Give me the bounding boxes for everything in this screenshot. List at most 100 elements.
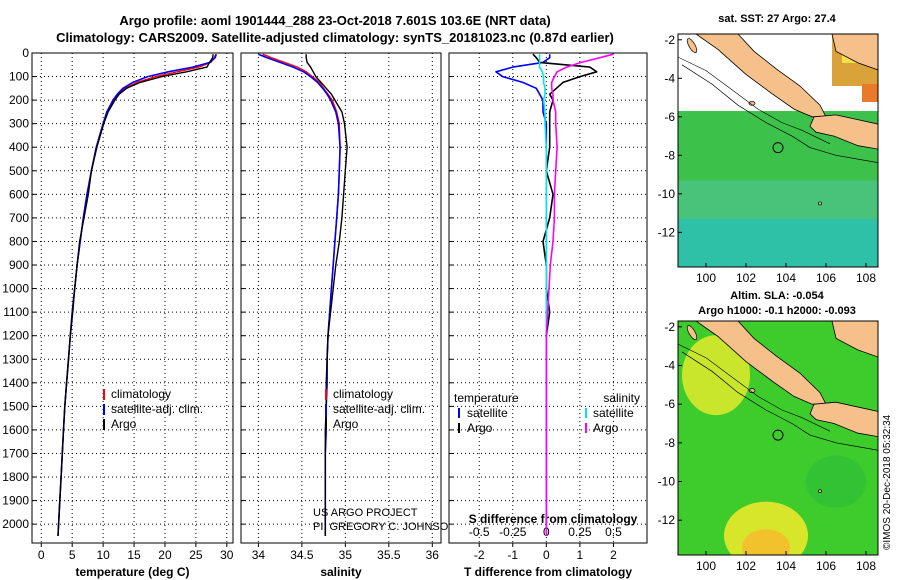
legend-label: satellite-adj. clim. — [111, 402, 203, 416]
legend-label: Argo — [111, 417, 137, 431]
x2-tick-label: 0.25 — [568, 525, 592, 539]
legend-label: Argo — [467, 421, 493, 435]
legend-label: Argo — [593, 421, 619, 435]
island — [748, 388, 756, 393]
sst-map-title: sat. SST: 27 Argo: 27.4 — [718, 13, 836, 25]
bangka-land — [831, 321, 878, 358]
legend-label: Argo — [333, 417, 359, 431]
bathymetry-contour — [681, 64, 878, 164]
legend-label: climatology — [333, 387, 393, 401]
map-y-tick-label: -8 — [664, 148, 675, 162]
bangka-land — [831, 34, 878, 71]
map-x-tick-label: 100 — [696, 271, 716, 285]
map-content — [678, 34, 878, 267]
map-x-tick-label: 102 — [736, 559, 756, 573]
sla-map: 100 102 104 106 108 -2 -4 -6 -8 -10 -12 — [658, 320, 879, 573]
x-tick-label: 34 — [252, 548, 266, 562]
y-tick-label: 900 — [9, 258, 29, 272]
island — [818, 489, 822, 494]
y-tick-label: 1300 — [2, 352, 29, 366]
sst-warm-patch — [862, 84, 878, 102]
x-tick-label: 20 — [158, 548, 172, 562]
y-tick-label: 1900 — [2, 494, 29, 508]
x-tick-label: 10 — [96, 548, 110, 562]
legend-label: satellite-adj. clim. — [333, 402, 425, 416]
x-tick-label: 35 — [339, 548, 353, 562]
y-tick-label: 2000 — [2, 517, 29, 531]
map-x-tick-label: 106 — [816, 271, 836, 285]
bathymetry-contour — [678, 343, 831, 432]
map-y-tick-label: -10 — [658, 475, 676, 489]
x-tick-label: 5 — [69, 548, 76, 562]
island — [748, 100, 756, 106]
map-y-tick-label: -12 — [658, 513, 676, 527]
legend-title-salinity: salinity — [603, 391, 640, 405]
series-line-argo — [305, 54, 348, 536]
profile-panel-2: 34 34.5 35 35.5 36 salinity climatologysatelli… — [240, 52, 442, 579]
y-tick-label: 0 — [22, 46, 29, 60]
sla-map-title: Altim. SLA: -0.054 — [730, 290, 824, 302]
map-y-tick-label: -2 — [664, 33, 675, 47]
bathymetry-contour — [678, 56, 831, 145]
map-y-tick-label: -12 — [658, 225, 676, 239]
x-tick-label: 30 — [220, 548, 234, 562]
y-tick-label: 500 — [9, 164, 29, 178]
map-y-tick-label: -4 — [664, 71, 675, 85]
y-tick-label: 1400 — [2, 376, 29, 390]
y-tick-label: 700 — [9, 211, 29, 225]
legend-label: climatology — [111, 387, 171, 401]
y-tick-label: 1200 — [2, 329, 29, 343]
x-tick-label: 0 — [38, 548, 45, 562]
java-land — [809, 114, 878, 150]
map-frame — [677, 320, 879, 556]
sst-map: 100 102 104 106 108 -2 -4 -6 -8 -10 -12 — [658, 33, 879, 285]
y-tick-label: 200 — [9, 93, 29, 107]
legend-label: satellite — [593, 406, 634, 420]
sla-map-subtitle: Argo h1000: -0.1 h2000: -0.093 — [698, 305, 856, 317]
x-tick-label: 0 — [543, 548, 550, 562]
map-content — [678, 321, 878, 555]
bathymetry-contour — [681, 351, 878, 451]
y-tick-label: 1800 — [2, 470, 29, 484]
panel-frame — [240, 52, 442, 544]
x-axis-label: temperature (deg C) — [75, 565, 189, 579]
x2-axis-label: S difference from climatology — [469, 512, 638, 526]
x2-tick-label: 0.5 — [605, 525, 622, 539]
x-tick-label: 36 — [426, 548, 440, 562]
watermark-pi: PI: GREGORY C. JOHNSON — [313, 521, 456, 533]
x2-tick-label: -0.5 — [469, 525, 490, 539]
profile-panel-1: 0 5 10 15 20 25 300100200300400500600700800900… — [2, 46, 234, 579]
map-x-tick-label: 104 — [776, 271, 796, 285]
island — [686, 38, 698, 53]
map-frame — [677, 33, 879, 268]
java-land — [809, 401, 878, 438]
legend-title-temperature: temperature — [454, 391, 519, 405]
series-line-salinity-argo — [545, 53, 614, 536]
map-y-tick-label: -6 — [664, 110, 675, 124]
x-axis-label: T difference from climatology — [464, 565, 632, 579]
series-line-argo — [57, 54, 214, 536]
x-tick-label: 15 — [127, 548, 141, 562]
x-tick-label: 25 — [189, 548, 203, 562]
x-tick-label: 35.5 — [377, 548, 401, 562]
island — [686, 325, 698, 341]
x-tick-label: 1 — [577, 548, 584, 562]
x-tick-label: 34.5 — [290, 548, 314, 562]
map-y-tick-label: -6 — [664, 397, 675, 411]
map-x-tick-label: 108 — [856, 271, 876, 285]
sla-anomaly — [806, 455, 866, 508]
y-tick-label: 100 — [9, 70, 29, 84]
sla-anomaly — [742, 529, 790, 555]
chart-subtitle: Climatology: CARS2009. Satellite-adjuste… — [56, 30, 614, 45]
y-tick-label: 1700 — [2, 446, 29, 460]
profile-panel-3: -2 -1 0 1 2 T difference from climatology -0.5… — [448, 52, 648, 579]
sst-ocean-cool — [678, 218, 878, 267]
map-y-tick-label: -4 — [664, 358, 675, 372]
map-x-tick-label: 104 — [776, 559, 796, 573]
y-tick-label: 1600 — [2, 423, 29, 437]
panel-frame — [31, 52, 234, 544]
y-tick-label: 800 — [9, 234, 29, 248]
watermark-project: US ARGO PROJECT — [313, 507, 418, 519]
x-tick-label: 2 — [610, 548, 617, 562]
